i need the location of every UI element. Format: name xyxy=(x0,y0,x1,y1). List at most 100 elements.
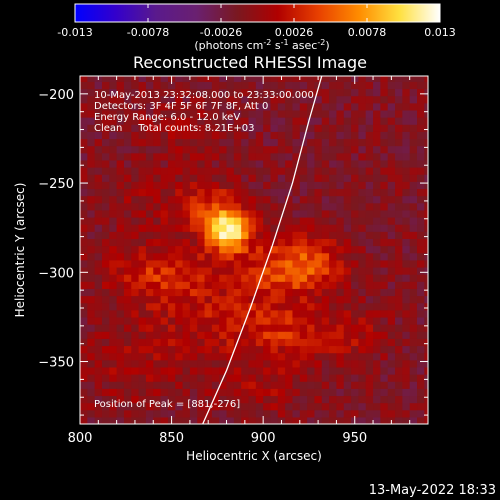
heatmap-cell xyxy=(123,159,132,168)
heatmap-cell xyxy=(241,374,250,382)
heatmap-cell xyxy=(248,331,257,339)
heatmap-cell xyxy=(248,281,257,289)
heatmap-cell xyxy=(292,352,301,361)
heatmap-cell xyxy=(153,402,162,411)
heatmap-cell xyxy=(248,181,257,190)
heatmap-cell xyxy=(109,167,118,175)
heatmap-cell xyxy=(365,338,374,347)
heatmap-cell xyxy=(395,152,403,161)
heatmap-cell xyxy=(321,181,330,190)
heatmap-cell xyxy=(351,316,359,325)
heatmap-cell xyxy=(241,245,250,254)
heatmap-cell xyxy=(292,252,301,261)
heatmap-cell xyxy=(116,188,125,197)
heatmap-cell xyxy=(329,402,338,411)
heatmap-cell xyxy=(424,381,428,389)
heatmap-cell xyxy=(321,117,330,125)
heatmap-cell xyxy=(211,109,220,118)
heatmap-cell xyxy=(380,209,389,218)
heatmap-cell xyxy=(292,366,301,375)
heatmap-cell xyxy=(197,231,206,239)
heatmap-cell xyxy=(417,224,425,232)
heatmap-cell xyxy=(299,288,308,297)
heatmap-cell xyxy=(109,274,118,282)
heatmap-cell xyxy=(211,231,220,239)
heatmap-cell xyxy=(307,76,316,82)
heatmap-cell xyxy=(395,381,403,389)
heatmap-cell xyxy=(160,309,169,318)
heatmap-cell xyxy=(211,145,220,154)
heatmap-cell xyxy=(417,238,425,247)
heatmap-cell xyxy=(101,316,110,325)
heatmap-cell xyxy=(329,167,338,175)
heatmap-cell xyxy=(87,152,96,161)
heatmap-cell xyxy=(175,366,184,375)
heatmap-cell xyxy=(365,167,374,175)
heatmap-cell xyxy=(94,295,103,304)
heatmap-cell xyxy=(175,266,184,275)
heatmap-cell xyxy=(314,388,323,397)
y-tick-label: −200 xyxy=(38,88,74,103)
heatmap-cell xyxy=(211,88,220,97)
heatmap-cell xyxy=(329,352,338,361)
heatmap-cell xyxy=(80,274,88,282)
heatmap-cell xyxy=(424,202,428,211)
heatmap-cell xyxy=(373,331,381,339)
heatmap-cell xyxy=(167,409,176,418)
heatmap-cell xyxy=(211,302,220,311)
heatmap-cell xyxy=(153,167,162,175)
heatmap-cell xyxy=(314,124,323,132)
heatmap-cell xyxy=(109,416,118,424)
heatmap-cell xyxy=(417,309,425,318)
heatmap-cell xyxy=(87,202,96,211)
heatmap-cell xyxy=(131,231,140,239)
heatmap-cell xyxy=(314,209,323,218)
heatmap-cell xyxy=(307,145,316,154)
heatmap-cell xyxy=(160,124,169,132)
heatmap-cell xyxy=(373,202,381,211)
heatmap-cell xyxy=(175,124,184,132)
heatmap-cell xyxy=(255,331,264,339)
heatmap-cell xyxy=(270,295,279,304)
heatmap-cell xyxy=(226,224,235,232)
heatmap-cell xyxy=(116,259,125,268)
heatmap-cell xyxy=(380,81,389,90)
heatmap-cell xyxy=(409,238,418,247)
heatmap-cell xyxy=(314,338,323,347)
heatmap-cell xyxy=(351,202,359,211)
heatmap-cell xyxy=(233,409,242,418)
heatmap-cell xyxy=(373,381,381,389)
heatmap-cell xyxy=(380,374,389,382)
heatmap-cell xyxy=(160,138,169,147)
heatmap-cell xyxy=(358,159,367,168)
heatmap-cell xyxy=(277,95,286,104)
heatmap-cell xyxy=(248,252,257,261)
heatmap-cell xyxy=(160,216,169,225)
heatmap-cell xyxy=(80,366,88,375)
heatmap-cell xyxy=(417,102,425,111)
heatmap-cell xyxy=(336,95,345,104)
heatmap-cell xyxy=(285,152,294,161)
heatmap-cell xyxy=(101,338,110,347)
heatmap-cell xyxy=(343,216,352,225)
heatmap-cell xyxy=(365,209,374,218)
heatmap-cell xyxy=(138,102,147,111)
heatmap-cell xyxy=(248,381,257,389)
heatmap-cell xyxy=(409,152,418,161)
heatmap-cell xyxy=(94,252,103,261)
heatmap-cell xyxy=(101,388,110,397)
heatmap-cell xyxy=(424,76,428,82)
heatmap-cell xyxy=(80,331,88,339)
heatmap-cell xyxy=(131,95,140,104)
heatmap-cell xyxy=(123,245,132,254)
heatmap-cell xyxy=(277,181,286,190)
heatmap-cell xyxy=(233,224,242,232)
heatmap-cell xyxy=(160,145,169,154)
heatmap-cell xyxy=(409,331,418,339)
heatmap-cell xyxy=(387,338,396,347)
heatmap-cell xyxy=(241,145,250,154)
heatmap-cell xyxy=(233,416,242,424)
heatmap-cell xyxy=(80,402,88,411)
heatmap-cell xyxy=(211,209,220,218)
heatmap-cell xyxy=(233,117,242,125)
